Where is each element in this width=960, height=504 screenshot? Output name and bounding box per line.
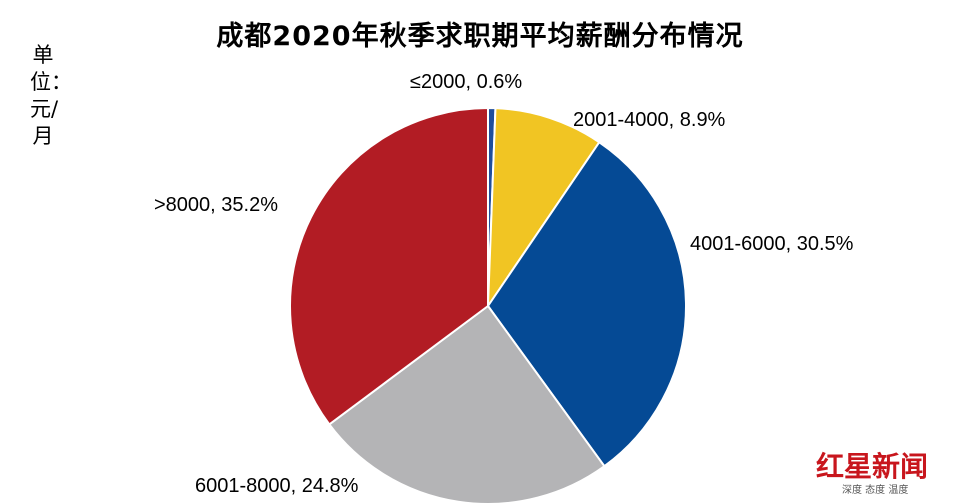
pie-slice-4001-6000 — [486, 140, 687, 468]
slice-label-4001-6000: 4001-6000, 30.5% — [690, 233, 854, 255]
pie-slice->8000 — [288, 106, 489, 426]
slice-label->8000: >8000, 35.2% — [154, 194, 278, 216]
pie-slice-2001-4000 — [486, 107, 601, 310]
slice-label-2001-4000: 2001-4000, 8.9% — [573, 109, 726, 131]
pie-slice-6001-8000 — [327, 304, 606, 504]
slice-label-6001-8000: 6001-8000, 24.8% — [195, 475, 359, 497]
watermark-logo: 红星新闻 深度 态度 温度 — [816, 450, 928, 496]
watermark-logo-text: 红星新闻 — [816, 450, 928, 483]
unit-label: 单位：元/月 — [30, 43, 72, 148]
watermark-tagline: 深度 态度 温度 — [842, 483, 908, 496]
slice-label-≤2000: ≤2000, 0.6% — [410, 71, 522, 93]
chart-title: 成都2020年秋季求职期平均薪酬分布情况 — [216, 21, 744, 52]
